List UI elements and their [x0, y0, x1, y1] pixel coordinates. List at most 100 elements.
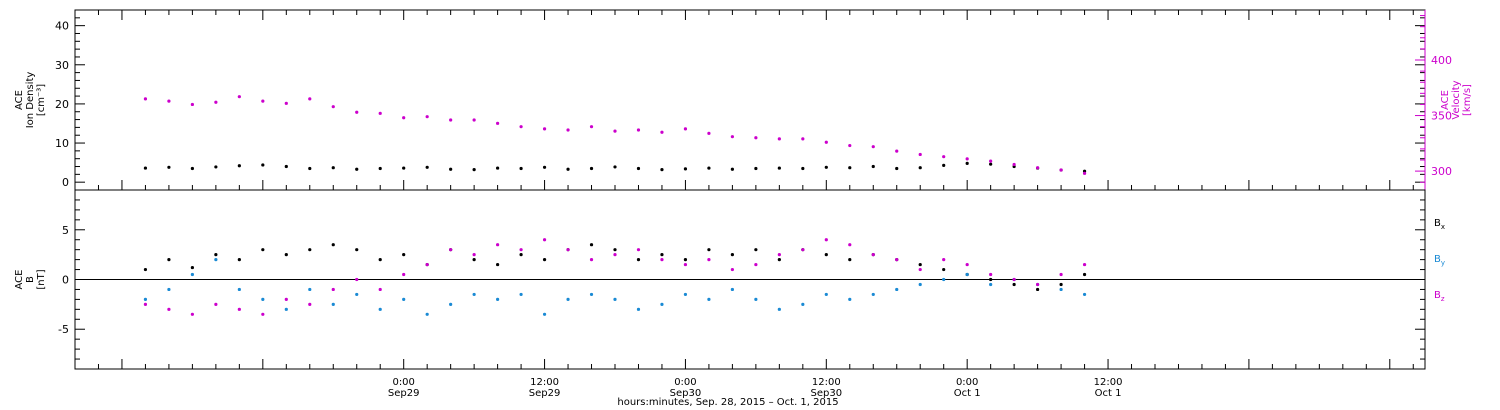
bz-point [237, 307, 241, 311]
bz-point [449, 248, 453, 252]
by-point [895, 287, 899, 292]
bz-point [472, 253, 476, 257]
bz-point [942, 258, 946, 262]
by-point [566, 297, 570, 301]
density-point [730, 167, 734, 171]
b-axis-label: ACEB[nT] [14, 269, 47, 289]
by-point [824, 292, 828, 297]
by-point [378, 307, 382, 311]
density-point [190, 166, 194, 171]
bz-point [1036, 282, 1040, 287]
bz-point [589, 258, 594, 262]
by-point [613, 297, 617, 301]
bz-point [331, 287, 335, 292]
density-point [707, 166, 711, 170]
bz-point [519, 248, 523, 252]
bz-point [824, 238, 828, 242]
velocity-point [1012, 162, 1016, 167]
bx-point [589, 243, 594, 247]
bx-point [143, 267, 148, 272]
bz-point [730, 267, 734, 272]
velocity-point [331, 105, 335, 109]
density-point [965, 161, 969, 165]
xtick-date-label: Sep29 [388, 388, 420, 399]
density-point [402, 166, 406, 170]
velocity-point [472, 118, 476, 122]
bz-point [1059, 272, 1063, 277]
velocity-ytick-label: 350 [1431, 110, 1452, 123]
velocity-point [1059, 168, 1063, 172]
velocity-point [848, 143, 852, 148]
bx-point [777, 258, 781, 262]
b-axis-ytick-label: -5 [58, 323, 69, 336]
bx-point [1082, 272, 1087, 277]
velocity-point [496, 121, 500, 125]
xtick-date-label: Sep30 [670, 388, 702, 399]
by-point [660, 302, 664, 306]
density-point [566, 167, 570, 171]
magnetic-field-panel: -5 0 5 ACEB[nT] Bx By Bz [14, 189, 1445, 370]
by-point [801, 302, 805, 306]
by-point [965, 272, 969, 277]
xtick-time-label: 0:00 [956, 377, 978, 388]
bz-point [378, 287, 382, 292]
bx-point [989, 277, 993, 282]
density-axis-ytick-label: 40 [55, 20, 69, 33]
density-point [589, 166, 594, 171]
bz-point [707, 258, 711, 262]
bz-point [660, 258, 664, 262]
legend-by: By [1434, 254, 1445, 267]
velocity-point [143, 97, 148, 101]
velocity-point [942, 155, 946, 159]
bx-point [636, 258, 641, 262]
velocity-point [519, 125, 523, 129]
velocity-point [707, 131, 711, 135]
by-point [871, 292, 875, 297]
velocity-point [871, 145, 875, 149]
by-point [707, 297, 711, 301]
bz-point [1082, 262, 1087, 267]
by-point [214, 258, 218, 262]
by-point [754, 297, 758, 301]
bz-point [496, 243, 500, 247]
bx-point [472, 258, 476, 262]
density-point [308, 166, 312, 171]
density-point [942, 163, 946, 167]
density-point [660, 168, 664, 172]
legend-bz: Bz [1434, 290, 1445, 303]
velocity-point [566, 128, 570, 132]
bx-point [190, 265, 194, 270]
bx-point [214, 253, 218, 257]
velocity-point [1036, 166, 1040, 170]
by-point [261, 297, 265, 301]
bx-point [918, 262, 922, 267]
bx-point [754, 248, 758, 252]
bz-point [801, 248, 805, 252]
xtick-time-label: 12:00 [812, 377, 841, 388]
density-point [378, 166, 382, 171]
by-point [777, 307, 781, 311]
by-point [918, 282, 922, 287]
density-point [355, 167, 359, 171]
velocity-point [378, 111, 382, 115]
density-point [449, 167, 453, 171]
density-point [871, 164, 875, 169]
by-point [237, 287, 241, 292]
velocity-point [613, 129, 617, 133]
by-point [542, 312, 547, 316]
density-point [848, 166, 852, 170]
velocity-point [660, 130, 664, 134]
by-point [167, 287, 171, 292]
density-axis-ytick-label: 10 [55, 137, 69, 150]
velocity-point [542, 127, 547, 131]
bz-point [402, 272, 406, 277]
by-point [449, 302, 453, 306]
by-point [989, 282, 993, 287]
bx-point [660, 253, 664, 257]
bz-point [425, 262, 429, 267]
bz-point [871, 253, 875, 257]
velocity-axis-label: ACEVelocity[km/s] [1440, 80, 1473, 119]
density-point [895, 166, 899, 171]
bz-point [918, 267, 922, 272]
